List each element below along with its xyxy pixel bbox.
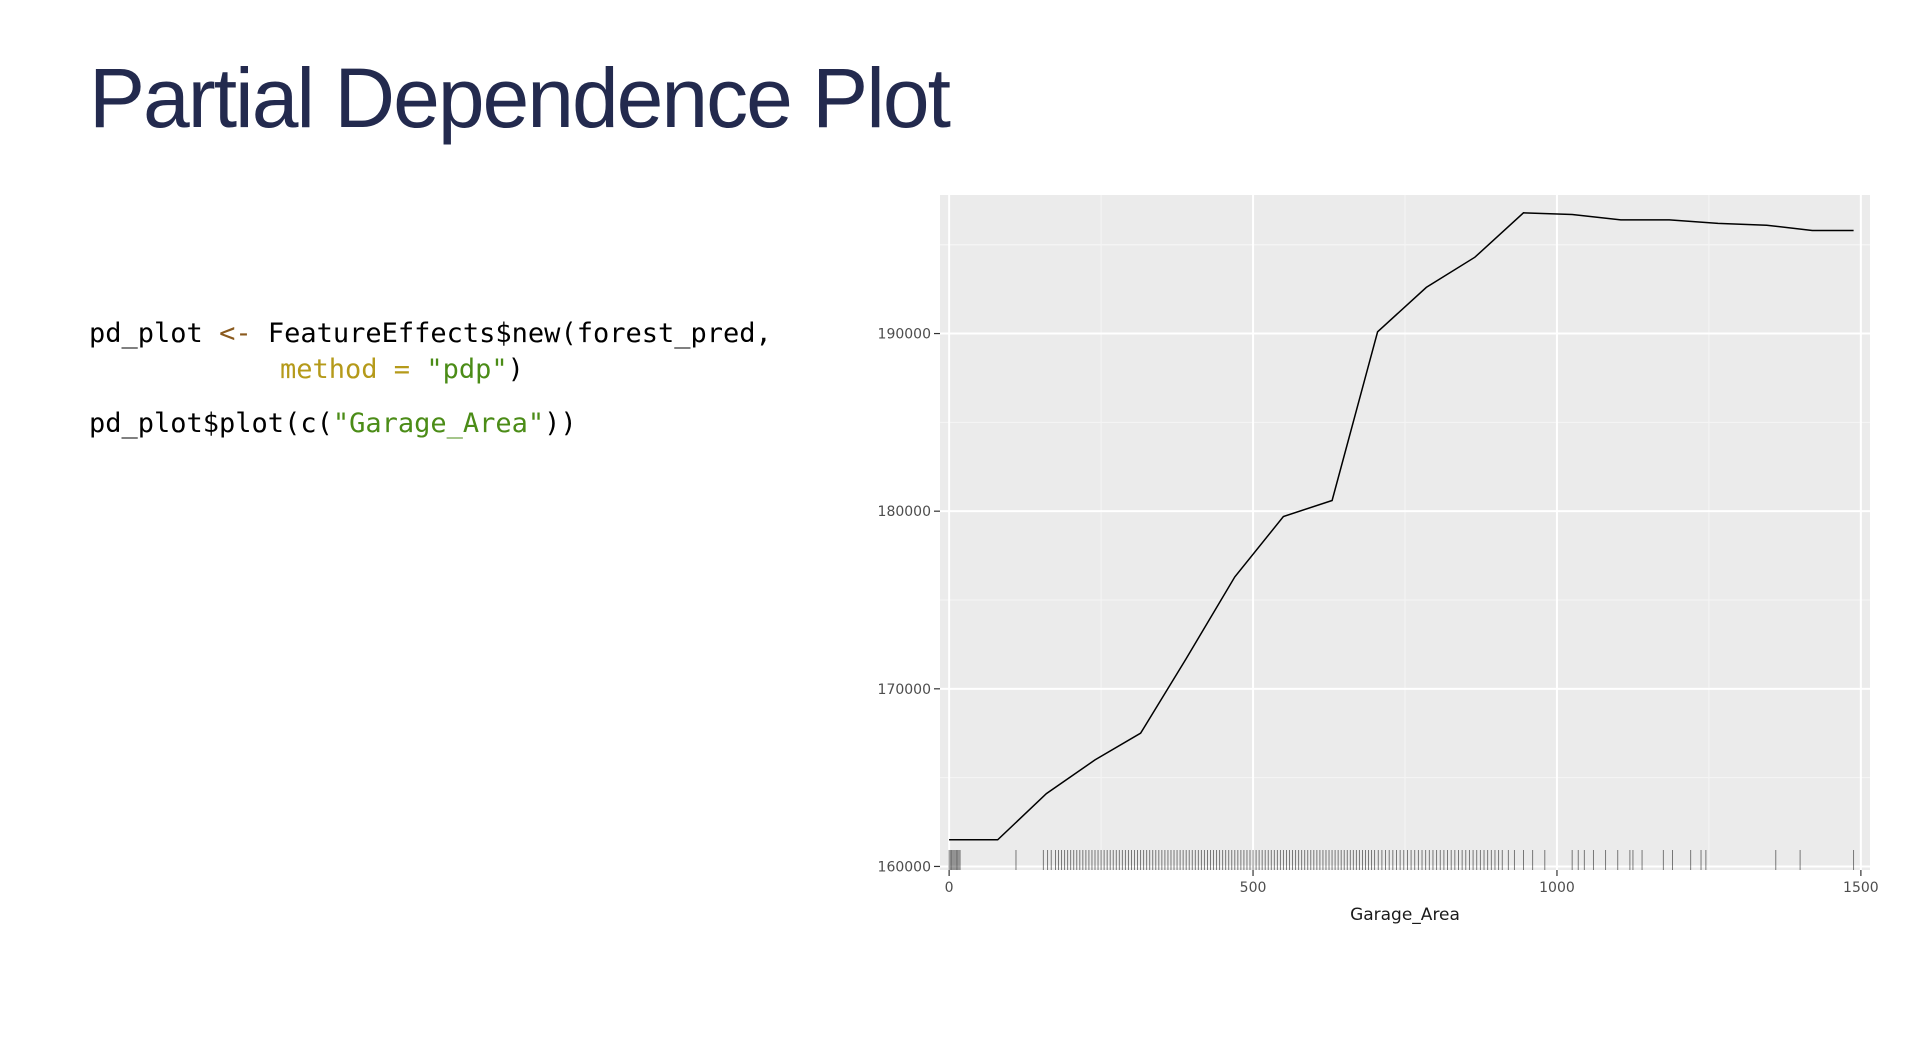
code-call: FeatureEffects$new(forest_pred, (267, 318, 772, 349)
x-tick-labels: 0 500 1000 1500 (945, 880, 1879, 896)
rug-marks (948, 850, 1855, 870)
code-plot-call: pd_plot$plot(c( (89, 408, 333, 439)
y-tick-label: 170000 (878, 682, 931, 698)
minor-grid (940, 195, 1870, 870)
y-tick-labels: 160000 170000 180000 190000 (878, 327, 931, 876)
major-grid (940, 195, 1870, 870)
code-plot-close: )) (544, 408, 577, 439)
code-arg-method: method = (280, 354, 411, 385)
x-tick-label: 1500 (1843, 880, 1879, 896)
y-tick-label: 160000 (878, 859, 931, 875)
y-tick-label: 190000 (878, 327, 931, 343)
x-tick-label: 1000 (1539, 880, 1575, 896)
pdp-line (949, 212, 1854, 841)
code-string-pdp: "pdp" (426, 354, 508, 385)
x-axis-title: Garage_Area (1350, 905, 1460, 925)
code-line-1: pd_plot <- FeatureEffects$new(forest_pre… (89, 316, 772, 352)
x-tick-label: 0 (945, 880, 954, 896)
axis-ticks (934, 332, 1862, 876)
code-line-3: pd_plot$plot(c("Garage_Area")) (89, 406, 577, 442)
y-tick-label: 180000 (878, 504, 931, 520)
code-line-2: method = "pdp") (280, 352, 524, 388)
code-string-garage-area: "Garage_Area" (332, 408, 545, 439)
code-close-paren: ) (507, 354, 524, 385)
x-tick-label: 500 (1240, 880, 1267, 896)
code-assign-operator: <- (219, 318, 252, 349)
code-var: pd_plot (89, 318, 203, 349)
slide-title: Partial Dependence Plot (89, 51, 951, 145)
